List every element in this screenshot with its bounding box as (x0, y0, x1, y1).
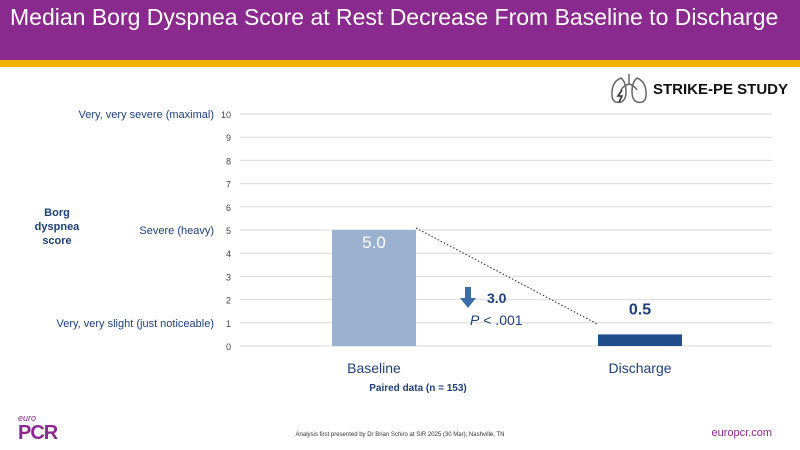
bars: 5.0 0.5 (332, 230, 682, 346)
data-label-baseline: 5.0 (362, 233, 386, 252)
y-tick-label: 2 (226, 296, 231, 306)
lungs-icon (611, 74, 647, 104)
y-tick-label: 10 (221, 110, 231, 120)
y-tick-label: 1 (226, 319, 231, 329)
gridlines (240, 113, 772, 347)
x-category-label: Baseline (347, 360, 401, 376)
down-arrow-head (460, 298, 476, 308)
y-tick-label: 4 (226, 249, 231, 259)
scale-descriptor: Severe (heavy) (139, 225, 214, 237)
footnote: Analysis first presented by Dr Brian Sch… (295, 432, 505, 438)
x-category-label: Discharge (608, 360, 671, 376)
y-tick-label: 3 (226, 272, 231, 282)
y-tick-label: 9 (226, 133, 231, 143)
y-tick-label: 5 (226, 226, 231, 236)
scale-descriptor: Very, very slight (just noticeable) (56, 318, 214, 330)
bar-discharge (598, 334, 682, 346)
y-axis-label: Borg dyspnea score (34, 207, 80, 247)
p-label: P (470, 312, 480, 328)
y-tick-label: 0 (226, 342, 231, 352)
x-category-labels: Baseline Discharge (347, 360, 672, 376)
data-label-discharge: 0.5 (629, 301, 651, 318)
change-connector-line (415, 227, 599, 325)
slide-title: Median Borg Dyspnea Score at Rest Decrea… (10, 4, 779, 30)
change-annotation: 3.0 P < .001 (460, 287, 523, 328)
y-tick-label: 7 (226, 180, 231, 190)
logo-prefix: euro (18, 413, 37, 423)
bar-baseline (332, 230, 416, 346)
down-arrow-icon (465, 287, 471, 299)
accent-bar (0, 60, 800, 67)
paired-data-note: Paired data (n = 153) (369, 383, 467, 394)
study-brand: STRIKE-PE STUDY (609, 72, 788, 106)
logo-main: PCR (18, 422, 58, 444)
website-link[interactable]: europcr.com (711, 427, 772, 439)
p-value-text: < .001 (479, 312, 522, 328)
europcr-logo: euro PCR (18, 413, 58, 444)
y-tick-label: 6 (226, 203, 231, 213)
title-bar: Median Borg Dyspnea Score at Rest Decrea… (0, 0, 800, 60)
scale-descriptor: Very, very severe (maximal) (79, 109, 215, 121)
change-value: 3.0 (487, 290, 507, 306)
scale-descriptors: Very, very severe (maximal) Severe (heavy… (56, 109, 214, 330)
p-value: P < .001 (470, 312, 523, 328)
study-name: STRIKE-PE STUDY (652, 80, 788, 98)
y-tick-label: 8 (226, 156, 231, 166)
y-tick-labels: 0 1 2 3 4 5 6 7 8 9 10 (221, 110, 231, 352)
